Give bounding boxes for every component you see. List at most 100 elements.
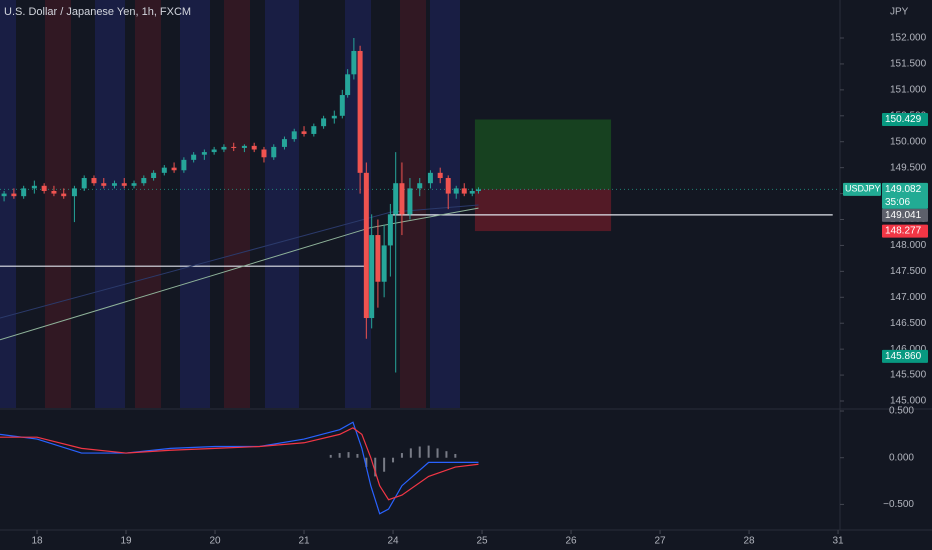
candle-body xyxy=(407,188,413,215)
price-label: 149.041 xyxy=(885,210,922,221)
symbol-tag: USDJPY xyxy=(845,184,881,194)
target-zone xyxy=(474,119,612,190)
candle-body xyxy=(321,118,327,127)
y-tick-label: 147.000 xyxy=(890,292,927,303)
candle-body xyxy=(191,154,197,160)
y-tick-label: 151.500 xyxy=(890,59,927,70)
candle-body xyxy=(331,115,337,119)
candle-body xyxy=(393,183,399,215)
histogram-bar xyxy=(418,446,421,458)
price-label-box xyxy=(882,112,928,126)
candle-body xyxy=(101,183,107,186)
candle-body xyxy=(211,149,217,153)
candle-body xyxy=(171,167,177,171)
candle-body xyxy=(41,185,47,191)
y-tick-label: 150.000 xyxy=(890,136,927,147)
candle-body xyxy=(161,167,167,173)
candle-body xyxy=(461,188,467,194)
candle-body xyxy=(11,193,17,197)
currency-label: JPY xyxy=(890,7,909,18)
candle-body xyxy=(131,183,137,186)
candle-body xyxy=(151,172,157,179)
candle-body xyxy=(181,159,187,171)
band xyxy=(135,0,161,408)
moving-average xyxy=(0,207,479,341)
y-tick-label: −0.500 xyxy=(883,499,914,510)
stop-zone xyxy=(474,189,612,232)
candle-body xyxy=(357,50,363,173)
price-label-box xyxy=(882,182,928,209)
x-tick-label: 19 xyxy=(120,536,132,547)
histogram-bar xyxy=(409,448,412,458)
price-label: 150.429 xyxy=(885,114,922,125)
candle-body xyxy=(281,139,287,147)
histogram-bar xyxy=(383,457,386,472)
price-label-box xyxy=(882,349,928,363)
y-tick-label: 148.000 xyxy=(890,240,927,251)
candle-body xyxy=(445,178,451,194)
candle-body xyxy=(271,146,277,158)
histogram-bar xyxy=(365,457,368,468)
band xyxy=(224,0,250,408)
candle-body xyxy=(469,190,475,194)
histogram-bar xyxy=(436,448,439,458)
y-tick-label: 145.500 xyxy=(890,370,927,381)
histogram-bar xyxy=(356,453,359,458)
candle-body xyxy=(301,131,307,134)
band xyxy=(180,0,210,408)
histogram-bar xyxy=(392,457,395,463)
y-tick-label: 146.000 xyxy=(890,344,927,355)
candle-body xyxy=(399,183,405,215)
candle-body xyxy=(81,178,87,189)
band xyxy=(265,0,299,408)
price-label: 145.860 xyxy=(885,351,922,362)
symbol-tag-box xyxy=(843,182,881,196)
candle-body xyxy=(339,95,345,116)
candle-body xyxy=(437,172,443,179)
histogram-bar xyxy=(338,453,341,458)
candle-body xyxy=(111,183,117,186)
price-label: 149.082 xyxy=(885,184,922,195)
candle-body xyxy=(91,178,97,184)
histogram-bar xyxy=(445,451,448,458)
candle-body xyxy=(241,145,247,148)
x-tick-label: 24 xyxy=(387,536,399,547)
histogram-bar xyxy=(347,452,350,458)
x-tick-label: 28 xyxy=(743,536,755,547)
band xyxy=(95,0,125,408)
candle-body xyxy=(381,245,387,282)
candle-body xyxy=(291,131,297,140)
y-tick-label: 149.500 xyxy=(890,162,927,173)
candle-body xyxy=(61,193,67,197)
y-tick-label: 151.000 xyxy=(890,85,927,96)
candle-body xyxy=(51,190,57,194)
countdown: 35:06 xyxy=(885,197,910,208)
candle-body xyxy=(1,193,7,197)
x-tick-label: 21 xyxy=(298,536,310,547)
y-tick-label: 145.000 xyxy=(890,396,927,407)
candle-body xyxy=(345,74,351,96)
x-tick-label: 27 xyxy=(654,536,666,547)
price-label-box xyxy=(882,208,928,222)
x-tick-label: 25 xyxy=(476,536,488,547)
candle-body xyxy=(375,235,381,282)
y-tick-label: 146.500 xyxy=(890,318,927,329)
band xyxy=(45,0,71,408)
candle-body xyxy=(427,172,433,184)
y-tick-label: 0.000 xyxy=(889,452,914,463)
histogram-bar xyxy=(329,454,332,458)
candle-body xyxy=(71,188,77,197)
x-tick-label: 18 xyxy=(31,536,43,547)
histogram-bar xyxy=(374,457,377,477)
candle-body xyxy=(231,146,237,148)
candle-body xyxy=(201,152,207,155)
candle-body xyxy=(363,172,369,319)
y-tick-label: 152.000 xyxy=(890,33,927,44)
candle-body xyxy=(21,188,27,197)
session-bands xyxy=(0,0,460,408)
candle-body xyxy=(387,214,393,246)
indicator-line xyxy=(0,421,479,515)
candle-body xyxy=(369,235,375,319)
